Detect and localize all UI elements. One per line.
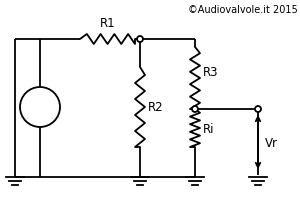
Text: R1: R1 xyxy=(100,17,115,30)
Text: Vr: Vr xyxy=(265,137,278,150)
Text: ©Audiovalvole.it 2015: ©Audiovalvole.it 2015 xyxy=(188,5,298,15)
Text: R3: R3 xyxy=(203,66,218,79)
Circle shape xyxy=(20,87,60,127)
Circle shape xyxy=(137,37,143,43)
Text: G1: G1 xyxy=(32,101,48,114)
Text: Ri: Ri xyxy=(203,123,214,136)
Circle shape xyxy=(255,106,261,113)
Circle shape xyxy=(192,106,198,113)
Text: R2: R2 xyxy=(148,101,164,114)
